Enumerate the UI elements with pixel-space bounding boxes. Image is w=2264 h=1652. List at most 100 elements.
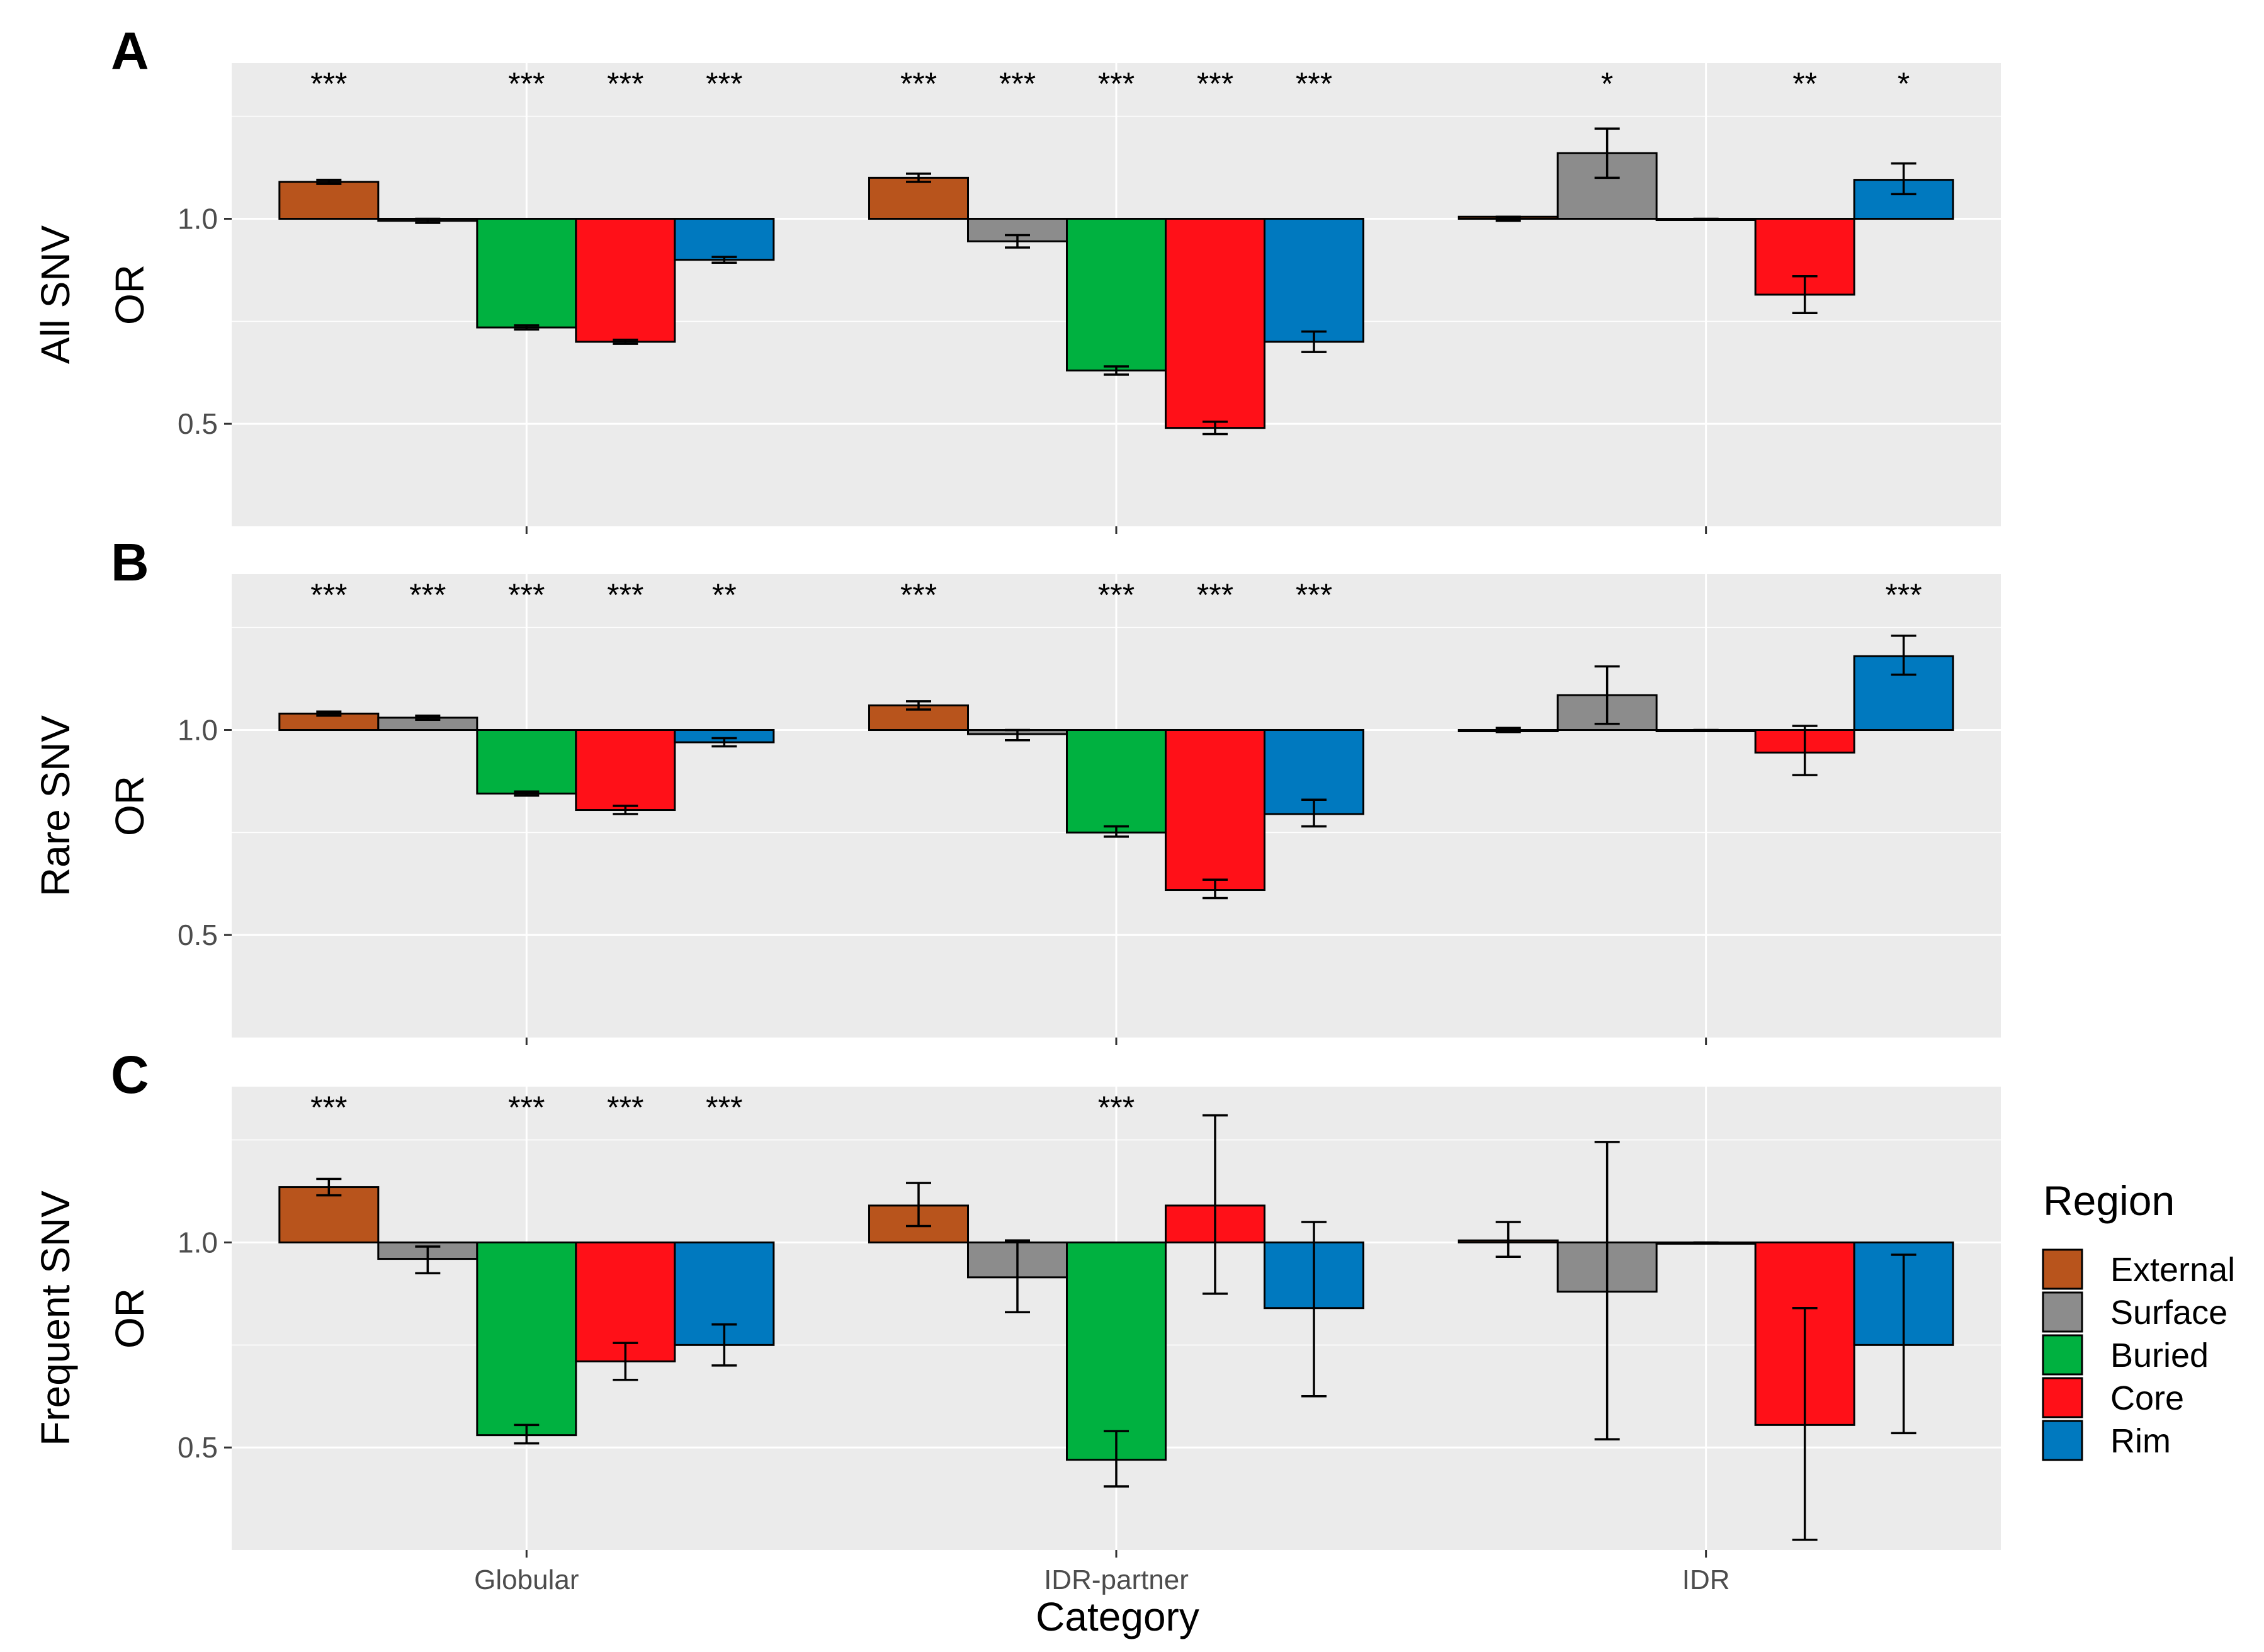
error-bar — [1495, 1221, 1521, 1259]
y-tick-label: 1.0 — [178, 1226, 218, 1259]
bar-buried — [476, 218, 577, 329]
bar-core — [1165, 729, 1265, 891]
significance-label: ** — [712, 577, 737, 613]
error-bar — [316, 710, 342, 717]
significance-label: *** — [999, 66, 1036, 101]
bar-core — [575, 729, 676, 812]
y-tick-label: 0.5 — [178, 919, 218, 951]
significance-label: * — [1898, 66, 1910, 101]
error-bar — [711, 1323, 737, 1367]
y-tick-label: 1.0 — [178, 203, 218, 235]
error-bar — [1891, 1253, 1916, 1435]
legend-swatch-rim — [2042, 1420, 2083, 1461]
y-axis-subtitle: OR — [107, 776, 152, 836]
error-bar — [1891, 162, 1916, 196]
error-bar — [906, 700, 931, 711]
error-bar — [1203, 421, 1228, 436]
error-bar — [1203, 1114, 1228, 1295]
panel-letter: C — [111, 1045, 149, 1104]
error-bar — [514, 790, 540, 797]
x-tick-label: Globular — [474, 1564, 579, 1595]
legend-label-core: Core — [2110, 1379, 2184, 1417]
significance-label: *** — [1098, 577, 1135, 613]
panels: 0.51.0*** *** *** **** ****** *** ***** *** *AAl… — [33, 21, 2001, 1595]
legend-swatch-external — [2042, 1248, 2083, 1290]
panel-b: 0.51.0*** ****** *** ****** ***** *** ***BRare… — [33, 533, 2001, 1045]
error-bar — [514, 1423, 540, 1445]
error-bar — [415, 1245, 441, 1275]
significance-label: *** — [508, 66, 545, 101]
bar-external — [868, 176, 969, 220]
panel-letter: A — [111, 21, 149, 81]
significance-label: *** — [607, 66, 643, 101]
panel-a: 0.51.0*** *** *** **** ****** *** ***** *** *AAl… — [33, 21, 2001, 534]
significance-label: *** — [508, 1090, 545, 1125]
panel-c: 0.5 1.0 *** *** *** *** *** C Frequent SNV OR — [33, 1045, 2001, 1558]
significance-label: *** — [1885, 577, 1922, 613]
error-bar — [415, 714, 441, 721]
bar-buried — [1066, 218, 1167, 371]
legend-label-surface: Surface — [2110, 1294, 2227, 1332]
legend-label-rim: Rim — [2110, 1422, 2171, 1460]
error-bar — [613, 805, 638, 815]
legend-title: Region — [2043, 1177, 2175, 1224]
error-bar — [1301, 330, 1327, 353]
error-bar — [415, 217, 441, 224]
y-axis-title: All SNV — [33, 225, 78, 364]
significance-label: *** — [1098, 66, 1135, 101]
panel-letter: B — [111, 533, 149, 592]
error-bar — [613, 1342, 638, 1381]
error-bar — [514, 324, 540, 331]
significance-label: *** — [1197, 577, 1233, 613]
significance-label: *** — [310, 66, 347, 101]
error-bar — [1104, 825, 1129, 838]
x-tick-label: IDR-partner — [1044, 1564, 1189, 1595]
bar-buried — [476, 729, 577, 795]
error-bar — [1104, 1430, 1129, 1488]
error-bar — [1792, 725, 1818, 776]
bar-rim — [1853, 655, 1954, 732]
significance-label: *** — [310, 577, 347, 613]
x-tick-label: IDR — [1682, 1564, 1730, 1595]
error-bar — [1594, 127, 1620, 179]
significance-label: *** — [1296, 577, 1332, 613]
significance-label: *** — [607, 577, 643, 613]
bar-core — [575, 218, 676, 343]
significance-label: *** — [900, 66, 937, 101]
error-bar — [1005, 728, 1030, 742]
error-bar — [711, 256, 737, 264]
y-axis-subtitle: OR — [107, 1288, 152, 1349]
legend-label-buried: Buried — [2110, 1337, 2209, 1374]
legend-swatch-surface — [2042, 1291, 2083, 1333]
y-tick-label: 0.5 — [178, 1431, 218, 1464]
error-bar — [316, 178, 342, 185]
y-axis-title: Rare SNV — [33, 715, 78, 897]
bar-core — [1165, 218, 1265, 429]
x-axis-title: Category — [1036, 1594, 1199, 1639]
error-bar — [906, 173, 931, 183]
error-bar — [1005, 234, 1030, 249]
error-bar — [1792, 274, 1818, 315]
error-bar — [1792, 1306, 1818, 1541]
significance-label: *** — [508, 577, 545, 613]
legend-swatch-core — [2042, 1377, 2083, 1418]
bar-buried — [1066, 1242, 1167, 1461]
error-bar — [1594, 1141, 1620, 1440]
error-bar — [613, 338, 638, 345]
legend-items: External Surface Buried Core Rim — [2042, 1248, 2235, 1461]
significance-label: *** — [1098, 1090, 1135, 1125]
significance-label: *** — [409, 577, 446, 613]
significance-label: *** — [706, 66, 742, 101]
y-axis-title: Frequent SNV — [33, 1191, 78, 1446]
bar-rim — [1264, 218, 1364, 343]
error-bar — [1203, 878, 1228, 900]
error-bar — [1301, 798, 1327, 828]
bar-buried — [476, 1242, 577, 1437]
error-bar — [316, 1177, 342, 1197]
legend-label-external: External — [2110, 1251, 2235, 1289]
significance-label: * — [1601, 66, 1613, 101]
significance-label: *** — [706, 1090, 742, 1125]
error-bar — [906, 1182, 931, 1228]
error-bar — [1301, 1221, 1327, 1398]
significance-label: *** — [310, 1090, 347, 1125]
